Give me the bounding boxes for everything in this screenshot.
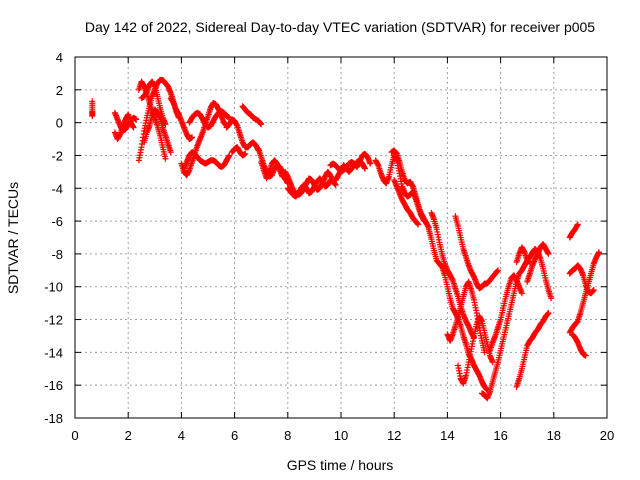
data-marks [89, 76, 603, 402]
x-tick-label: 14 [440, 428, 454, 443]
series-seg-q [332, 157, 368, 184]
series-seg-d2 [141, 106, 174, 156]
y-tick-label: -12 [44, 313, 63, 328]
data-point [162, 121, 169, 128]
series-seg-d [138, 78, 169, 128]
series-seg-ad [524, 241, 552, 285]
series-seg-w [452, 213, 501, 292]
data-point [189, 134, 196, 141]
y-tick-label: -6 [51, 214, 63, 229]
data-point [545, 309, 552, 316]
series-seg-z [478, 257, 533, 402]
chart-title: Day 142 of 2022, Sidereal Day-to-day VTE… [85, 19, 595, 35]
data-point [582, 352, 589, 359]
data-point [130, 124, 137, 131]
y-tick-label: -10 [44, 280, 63, 295]
y-tick-label: -2 [51, 148, 63, 163]
series-seg-early [89, 98, 96, 120]
x-tick-label: 8 [284, 428, 291, 443]
data-point [89, 113, 96, 120]
series-seg-m [258, 157, 286, 182]
y-tick-label: -16 [44, 378, 63, 393]
x-tick-label: 20 [600, 428, 614, 443]
data-point [327, 177, 334, 184]
data-point [548, 295, 555, 302]
series-seg-e [167, 95, 196, 143]
data-point [574, 221, 581, 228]
y-tick-label: 0 [56, 116, 63, 131]
data-point [518, 290, 525, 297]
series-seg-a2 [111, 111, 137, 143]
y-tick-label: -14 [44, 345, 63, 360]
grid [75, 57, 607, 418]
data-point [596, 249, 603, 256]
series-seg-ac [513, 244, 555, 302]
data-point [167, 149, 174, 156]
data-point [481, 349, 488, 356]
data-point [494, 267, 501, 274]
series-seg-ah [569, 331, 589, 359]
x-tick-label: 0 [71, 428, 78, 443]
series-seg-ae [566, 221, 581, 241]
series-seg-ag [566, 249, 603, 336]
data-point [133, 116, 140, 123]
series-seg-h [181, 149, 233, 172]
data-point [162, 155, 169, 162]
series-seg-ab [513, 309, 552, 390]
data-point [242, 150, 249, 157]
x-tick-label: 10 [334, 428, 348, 443]
data-point [258, 121, 265, 128]
y-tick-label: -18 [44, 411, 63, 426]
data-point [367, 160, 374, 167]
y-tick-label: -8 [51, 247, 63, 262]
axes: 0 2 4 6 8 10 12 14 16 18 20-18-16-14-12-10-8-6-4-2… [44, 50, 614, 443]
series-seg-g [186, 108, 233, 131]
data-point [590, 287, 597, 294]
data-point [226, 152, 233, 159]
series-seg-o [284, 175, 334, 200]
series-seg-s [388, 147, 432, 231]
series-seg-k [239, 103, 265, 128]
data-point [361, 165, 368, 172]
y-tick-label: 2 [56, 83, 63, 98]
x-tick-label: 18 [547, 428, 561, 443]
x-tick-label: 4 [178, 428, 185, 443]
x-tick-label: 2 [125, 428, 132, 443]
y-axis-title: SDTVAR / TECUs [5, 182, 21, 294]
series-seg-t [391, 177, 422, 228]
data-point [489, 359, 496, 366]
data-point [279, 173, 286, 180]
x-tick-label: 6 [231, 428, 238, 443]
series-seg-x [444, 278, 488, 356]
x-tick-label: 12 [387, 428, 401, 443]
series-seg-i [223, 116, 262, 154]
x-tick-label: 16 [493, 428, 507, 443]
data-point [415, 221, 422, 228]
y-tick-label: 4 [56, 50, 63, 65]
x-axis-title: GPS time / hours [287, 457, 394, 473]
series-seg-v [428, 209, 477, 341]
series-seg-aa [486, 272, 525, 354]
data-point [545, 250, 552, 257]
series-seg-l [255, 145, 291, 187]
series-seg-j [228, 144, 249, 159]
y-tick-label: -4 [51, 181, 63, 196]
